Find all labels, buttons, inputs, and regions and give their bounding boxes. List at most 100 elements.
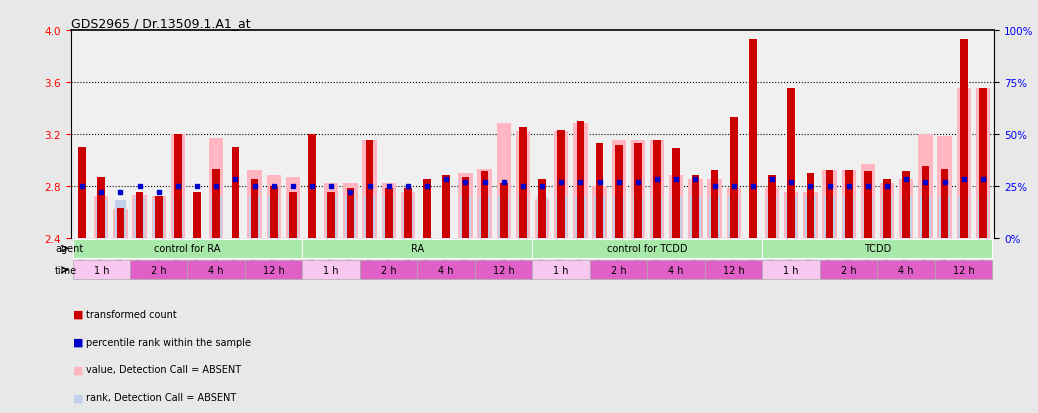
Bar [593,186,607,238]
Bar [518,197,528,238]
Bar [650,141,664,238]
Bar [302,261,360,280]
Bar [154,201,164,238]
Bar [188,261,245,280]
Bar [877,261,935,280]
Text: agent: agent [55,244,83,254]
Bar [537,197,547,238]
Bar [362,141,377,238]
Text: 12 h: 12 h [953,265,975,275]
Text: 1 h: 1 h [553,265,569,275]
Bar [842,171,856,238]
Bar [475,261,532,280]
Bar [976,89,990,238]
Bar [786,197,796,238]
Bar [174,135,182,238]
Bar [631,141,645,238]
Bar [364,197,375,238]
Bar [765,189,780,238]
Bar [155,197,163,238]
Bar [671,197,682,238]
Text: time: time [55,265,78,275]
Bar [78,147,86,238]
Bar [98,177,105,238]
Bar [73,239,302,259]
Bar [768,176,776,238]
Bar [937,137,952,238]
Bar [803,193,818,238]
Bar [901,197,911,238]
Bar [346,197,356,238]
Bar [690,197,701,238]
Bar [130,261,188,280]
Bar [462,177,469,238]
Bar [500,184,508,238]
Bar [539,180,546,238]
Bar [957,89,971,238]
Bar [270,186,277,238]
Bar [288,197,298,238]
Bar [652,197,662,238]
Text: ■: ■ [73,365,84,375]
Bar [902,172,910,238]
Bar [557,131,565,238]
Bar [709,197,719,238]
Text: control for TCDD: control for TCDD [607,244,688,254]
Bar [979,89,987,238]
Bar [95,201,107,238]
Bar [807,173,814,238]
Bar [922,167,929,238]
Bar [209,138,223,238]
Bar [249,197,260,238]
Bar [134,197,145,238]
Bar [247,171,262,238]
Bar [382,184,395,238]
Text: ■: ■ [73,337,84,347]
Bar [365,141,374,238]
Bar [573,124,588,238]
Bar [882,197,893,238]
Text: 12 h: 12 h [722,265,744,275]
Bar [245,261,302,280]
Text: 2 h: 2 h [381,265,397,275]
Text: 1 h: 1 h [93,265,109,275]
Bar [73,261,130,280]
Bar [978,197,988,238]
Text: percentile rank within the sample: percentile rank within the sample [86,337,251,347]
Bar [211,197,221,238]
Bar [401,193,415,238]
Bar [590,261,648,280]
Bar [403,197,413,238]
Text: control for RA: control for RA [155,244,221,254]
Text: 12 h: 12 h [493,265,515,275]
Text: GDS2965 / Dr.13509.1.A1_at: GDS2965 / Dr.13509.1.A1_at [71,17,250,30]
Bar [347,189,354,238]
Text: value, Detection Call = ABSENT: value, Detection Call = ABSENT [86,365,241,375]
Bar [653,141,661,238]
Bar [749,40,757,238]
Bar [251,180,258,238]
Bar [711,171,718,238]
Bar [648,261,705,280]
Bar [152,197,166,238]
Bar [535,199,549,238]
Bar [344,184,358,238]
Bar [477,169,492,238]
Text: 2 h: 2 h [151,265,166,275]
Bar [767,197,777,238]
Bar [327,193,335,238]
Bar [824,197,835,238]
Bar [213,169,220,238]
Bar [632,197,644,238]
Bar [575,197,585,238]
Bar [845,171,852,238]
Text: ■: ■ [73,392,84,402]
Bar [324,184,338,238]
Bar [883,180,891,238]
Bar [864,172,872,238]
Bar [417,261,475,280]
Bar [269,197,279,238]
Bar [532,239,763,259]
Bar [729,197,739,238]
Text: 1 h: 1 h [784,265,799,275]
